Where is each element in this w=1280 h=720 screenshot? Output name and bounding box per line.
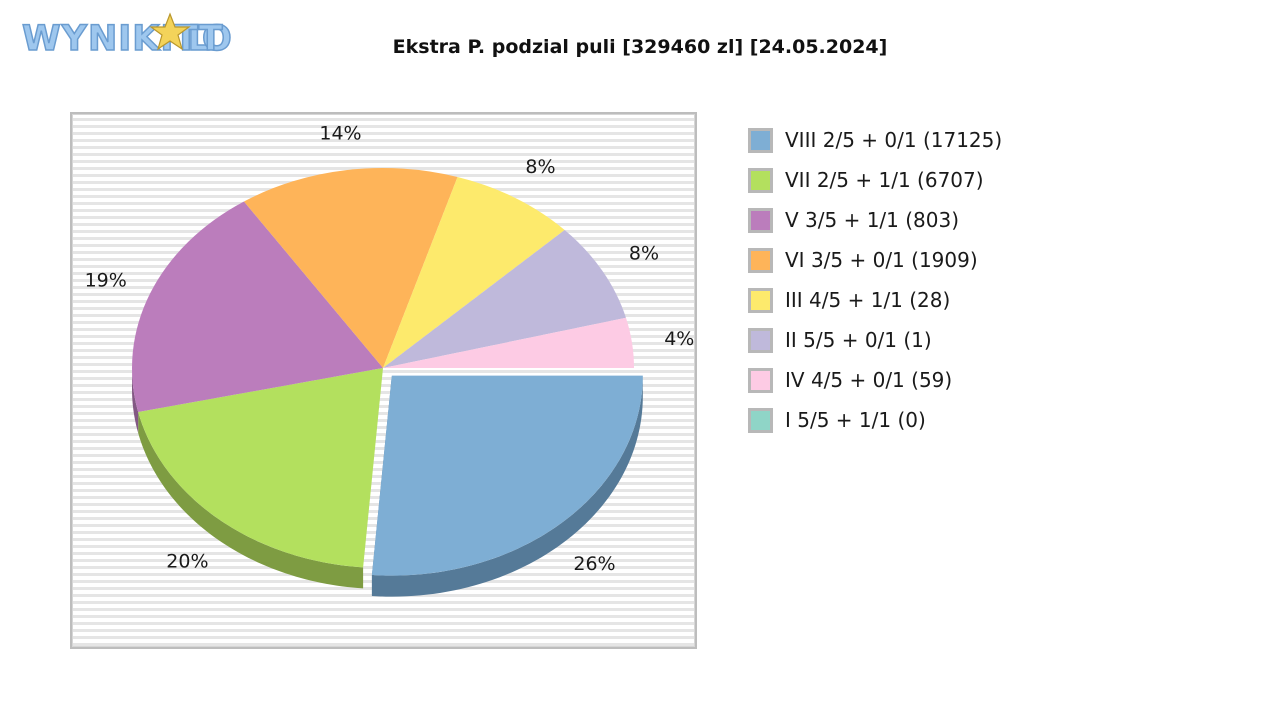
legend-swatch xyxy=(748,207,773,233)
pie-slice xyxy=(383,177,565,368)
legend-item: VI 3/5 + 0/1 (1909) xyxy=(748,240,1248,280)
legend-label: III 4/5 + 1/1 (28) xyxy=(785,288,951,312)
slice-percent-label: 8% xyxy=(629,242,659,264)
legend-item: II 5/5 + 0/1 (1) xyxy=(748,320,1248,360)
legend-item: I 5/5 + 1/1 (0) xyxy=(748,400,1248,440)
legend-swatch xyxy=(748,167,773,193)
slice-percent-label: 14% xyxy=(319,122,361,144)
slice-percent-label: 8% xyxy=(525,156,555,178)
slice-percent-label: 4% xyxy=(664,328,694,350)
pie-slice-side xyxy=(132,368,139,434)
slice-percent-label: 20% xyxy=(166,551,208,573)
pie-slice xyxy=(371,375,643,576)
chart-title: Ekstra P. podzial puli [329460 zl] [24.0… xyxy=(392,36,888,58)
pie-slice xyxy=(138,368,383,568)
legend-swatch xyxy=(748,407,773,433)
pie-slice xyxy=(383,229,626,368)
legend-label: I 5/5 + 1/1 (0) xyxy=(785,408,926,432)
pie-slice xyxy=(383,317,634,368)
legend-item: V 3/5 + 1/1 (803) xyxy=(748,200,1248,240)
legend-item: VII 2/5 + 1/1 (6707) xyxy=(748,160,1248,200)
legend-label: II 5/5 + 0/1 (1) xyxy=(785,328,932,352)
legend-swatch xyxy=(748,327,773,353)
legend-label: VI 3/5 + 0/1 (1909) xyxy=(785,248,978,272)
legend-label: VIII 2/5 + 0/1 (17125) xyxy=(785,128,1003,152)
legend-swatch xyxy=(748,287,773,313)
site-logo: WYNIKI L O TT xyxy=(20,12,242,58)
legend-label: V 3/5 + 1/1 (803) xyxy=(785,208,960,232)
pie-slice xyxy=(243,168,458,368)
pie-slice xyxy=(132,201,383,413)
slice-percent-label: 26% xyxy=(573,553,615,575)
legend-swatch xyxy=(748,367,773,393)
pie-slice-side xyxy=(138,412,364,589)
legend-item: III 4/5 + 1/1 (28) xyxy=(748,280,1248,320)
legend-label: IV 4/5 + 0/1 (59) xyxy=(785,368,953,392)
legend-item: IV 4/5 + 0/1 (59) xyxy=(748,360,1248,400)
slice-percent-label: 19% xyxy=(85,270,127,292)
svg-text:TT: TT xyxy=(174,19,223,58)
legend-item: VIII 2/5 + 0/1 (17125) xyxy=(748,120,1248,160)
svg-text:O: O xyxy=(202,19,232,58)
legend-swatch xyxy=(748,127,773,153)
legend-label: VII 2/5 + 1/1 (6707) xyxy=(785,168,984,192)
pie-chart: 26% 20% 19% 14% 8% 8% 4% xyxy=(85,122,694,597)
chart-legend: VIII 2/5 + 0/1 (17125) VII 2/5 + 1/1 (670… xyxy=(748,120,1248,440)
legend-swatch xyxy=(748,247,773,273)
